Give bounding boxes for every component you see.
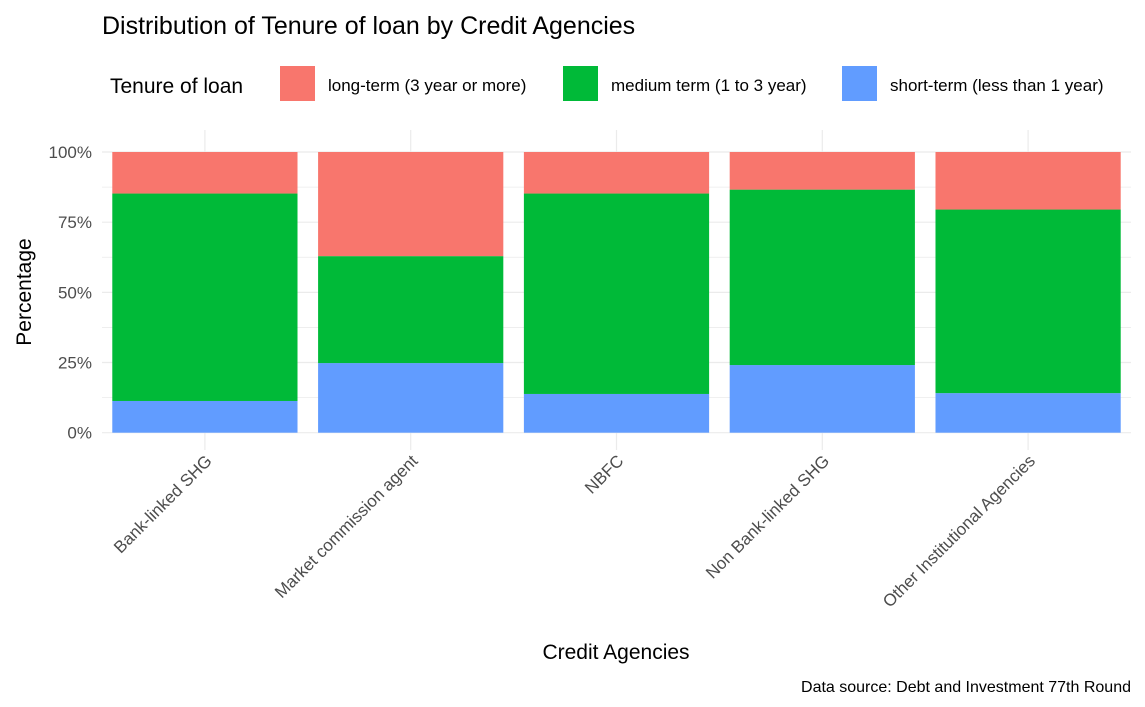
y-tick-label: 50% (58, 283, 92, 302)
bar-segment (935, 152, 1121, 210)
x-tick-label: Non Bank-linked SHG (702, 451, 833, 582)
x-tick-label: Bank-linked SHG (110, 451, 216, 557)
bar-segment (729, 152, 915, 190)
legend-label: long-term (3 year or more) (328, 76, 526, 95)
bars (112, 152, 1121, 433)
bar-segment (112, 193, 298, 401)
bar-segment (318, 152, 504, 257)
y-axis-label: Percentage (13, 238, 36, 345)
bar-segment (523, 193, 710, 394)
bar-segment (318, 363, 504, 433)
legend-label: short-term (less than 1 year) (890, 76, 1104, 95)
bar-segment (112, 152, 298, 194)
chart-title: Distribution of Tenure of loan by Credit… (102, 12, 635, 40)
y-tick-label: 25% (58, 354, 92, 373)
bar-segment (935, 393, 1121, 433)
x-axis-label: Credit Agencies (542, 641, 689, 664)
x-tick-label: Market commission agent (271, 451, 422, 602)
bar-segment (729, 189, 915, 366)
x-axis-ticks: Bank-linked SHG Market commission agent NB… (110, 451, 1039, 611)
y-axis-ticks: 0% 25% 50% 75% 100% (49, 143, 92, 443)
legend-swatch (842, 66, 877, 101)
bar-segment (935, 209, 1121, 394)
caption: Data source: Debt and Investment 77th Ro… (801, 679, 1131, 696)
y-tick-label: 0% (67, 424, 92, 443)
y-tick-label: 100% (49, 143, 92, 162)
bar-segment (523, 152, 710, 194)
bar-segment (523, 393, 710, 433)
bar-segment (112, 400, 298, 433)
x-tick-label: NBFC (581, 451, 627, 497)
legend-swatch (280, 66, 315, 101)
legend-title: Tenure of loan (110, 75, 243, 98)
y-tick-label: 75% (58, 213, 92, 232)
legend-label: medium term (1 to 3 year) (611, 76, 807, 95)
bar-segment (318, 256, 504, 364)
legend-swatch (563, 66, 598, 101)
legend: long-term (3 year or more) medium term (1… (280, 66, 1104, 101)
x-tick-label: Other Institutional Agencies (879, 451, 1039, 611)
bar-segment (729, 365, 915, 433)
